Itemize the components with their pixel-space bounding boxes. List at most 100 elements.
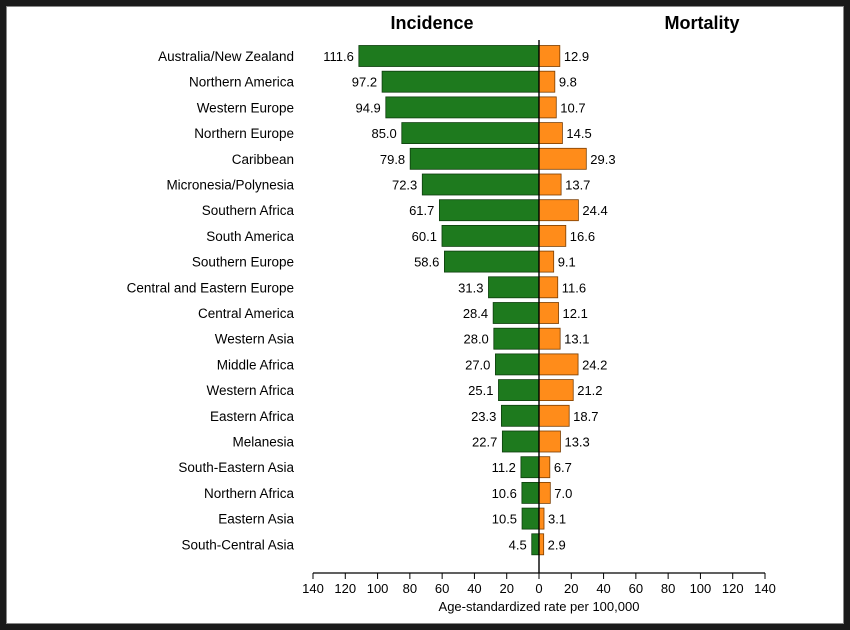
category-label: Northern Europe bbox=[194, 126, 294, 141]
incidence-value-label: 61.7 bbox=[409, 203, 434, 218]
category-label: South-Central Asia bbox=[181, 537, 294, 552]
x-tick-label: 120 bbox=[722, 581, 744, 596]
mortality-value-label: 9.1 bbox=[558, 255, 576, 270]
category-label: Western Africa bbox=[206, 383, 294, 398]
mortality-value-label: 29.3 bbox=[590, 152, 615, 167]
mortality-bar bbox=[538, 327, 561, 350]
incidence-value-label: 4.5 bbox=[509, 537, 527, 552]
incidence-bar bbox=[501, 430, 540, 453]
x-tick-label: 40 bbox=[467, 581, 481, 596]
incidence-header: Incidence bbox=[390, 13, 473, 33]
incidence-value-label: 58.6 bbox=[414, 255, 439, 270]
mortality-value-label: 24.4 bbox=[582, 203, 607, 218]
mortality-value-label: 12.1 bbox=[563, 306, 588, 321]
incidence-bar bbox=[531, 533, 540, 556]
incidence-bar bbox=[495, 353, 540, 376]
category-label: Southern Africa bbox=[202, 203, 295, 218]
mortality-value-label: 7.0 bbox=[554, 486, 572, 501]
category-label: Eastern Africa bbox=[210, 409, 295, 424]
mortality-value-label: 9.8 bbox=[559, 75, 577, 90]
mortality-value-label: 13.3 bbox=[564, 435, 589, 450]
incidence-value-label: 60.1 bbox=[412, 229, 437, 244]
mortality-bar bbox=[538, 379, 574, 402]
incidence-value-label: 27.0 bbox=[465, 357, 490, 372]
mortality-bar bbox=[538, 533, 545, 556]
mortality-bar bbox=[538, 404, 570, 427]
incidence-bar bbox=[441, 224, 540, 247]
x-tick-label: 100 bbox=[367, 581, 389, 596]
mortality-value-label: 6.7 bbox=[554, 460, 572, 475]
mortality-value-label: 11.6 bbox=[562, 280, 586, 295]
incidence-bar bbox=[521, 481, 540, 504]
mortality-value-label: 3.1 bbox=[548, 512, 566, 527]
mortality-value-label: 18.7 bbox=[573, 409, 598, 424]
mortality-value-label: 13.1 bbox=[564, 332, 589, 347]
incidence-value-label: 10.5 bbox=[492, 512, 517, 527]
incidence-bar bbox=[358, 45, 540, 67]
mortality-bar bbox=[538, 353, 579, 376]
mortality-value-label: 10.7 bbox=[560, 100, 585, 115]
x-tick-label: 100 bbox=[690, 581, 712, 596]
category-label: Northern America bbox=[189, 75, 295, 90]
category-label: Eastern Asia bbox=[218, 512, 294, 527]
incidence-value-label: 85.0 bbox=[371, 126, 396, 141]
incidence-value-label: 25.1 bbox=[468, 383, 493, 398]
mortality-bar bbox=[538, 45, 561, 67]
incidence-bar bbox=[401, 122, 540, 144]
category-label: South America bbox=[206, 229, 294, 244]
x-tick-label: 120 bbox=[334, 581, 356, 596]
x-tick-label: 40 bbox=[596, 581, 610, 596]
incidence-value-label: 28.0 bbox=[463, 332, 488, 347]
category-label: Western Asia bbox=[215, 332, 295, 347]
incidence-bar bbox=[444, 250, 540, 273]
incidence-bar bbox=[488, 276, 540, 299]
mortality-bar bbox=[538, 122, 563, 144]
incidence-bar bbox=[500, 404, 540, 427]
x-tick-label: 20 bbox=[499, 581, 513, 596]
x-tick-label: 80 bbox=[661, 581, 675, 596]
incidence-bar bbox=[521, 507, 540, 530]
category-label: Central America bbox=[198, 306, 295, 321]
incidence-bar bbox=[498, 379, 540, 402]
incidence-value-label: 79.8 bbox=[380, 152, 405, 167]
category-label: Micronesia/Polynesia bbox=[166, 178, 294, 193]
x-tick-label: 20 bbox=[564, 581, 578, 596]
incidence-bar bbox=[520, 456, 540, 479]
incidence-bar bbox=[421, 173, 540, 196]
incidence-value-label: 72.3 bbox=[392, 178, 417, 193]
mortality-bar bbox=[538, 507, 545, 530]
mortality-bar bbox=[538, 70, 556, 93]
x-axis-label: Age-standardized rate per 100,000 bbox=[439, 599, 640, 614]
mortality-value-label: 16.6 bbox=[570, 229, 595, 244]
mortality-bar bbox=[538, 224, 567, 247]
incidence-value-label: 28.4 bbox=[463, 306, 488, 321]
x-tick-label: 0 bbox=[535, 581, 542, 596]
incidence-value-label: 22.7 bbox=[472, 435, 497, 450]
incidence-bar bbox=[385, 96, 540, 119]
category-label: South-Eastern Asia bbox=[178, 460, 294, 475]
x-tick-label: 60 bbox=[629, 581, 643, 596]
category-label: Australia/New Zealand bbox=[158, 49, 294, 64]
mortality-value-label: 2.9 bbox=[548, 537, 566, 552]
mortality-bar bbox=[538, 96, 557, 119]
incidence-bar bbox=[492, 302, 540, 324]
category-label: Southern Europe bbox=[192, 255, 294, 270]
category-label: Caribbean bbox=[232, 152, 294, 167]
mortality-bar bbox=[538, 481, 551, 504]
incidence-value-label: 97.2 bbox=[352, 75, 377, 90]
mortality-bar bbox=[538, 302, 559, 324]
category-label: Western Europe bbox=[197, 100, 294, 115]
incidence-value-label: 11.2 bbox=[492, 460, 516, 475]
incidence-value-label: 94.9 bbox=[355, 100, 380, 115]
incidence-bar bbox=[409, 147, 540, 170]
incidence-bar bbox=[381, 70, 540, 93]
mortality-bar bbox=[538, 430, 561, 453]
mortality-bar bbox=[538, 173, 562, 196]
category-label: Northern Africa bbox=[204, 486, 295, 501]
incidence-bar bbox=[493, 327, 540, 350]
category-label: Melanesia bbox=[232, 435, 294, 450]
mortality-bar bbox=[538, 147, 587, 170]
x-axis: 140 120 100 80 60 40 20 0 20 40 60 80 100 120 140 bbox=[302, 40, 776, 596]
incidence-value-label: 31.3 bbox=[458, 280, 483, 295]
